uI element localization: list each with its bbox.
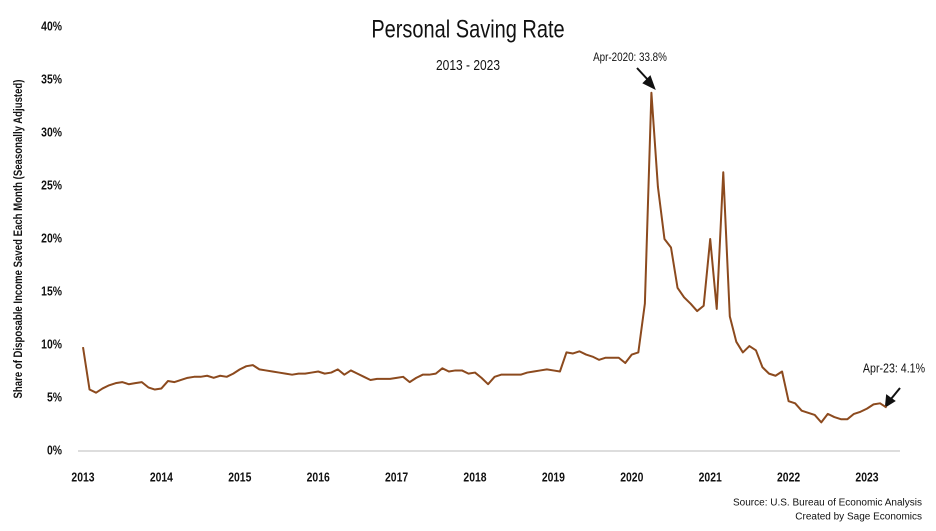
x-tick-label: 2014 bbox=[150, 470, 174, 484]
y-tick-label: 15% bbox=[41, 284, 62, 298]
y-tick-label: 25% bbox=[41, 178, 62, 192]
x-tick-label: 2017 bbox=[385, 470, 409, 484]
y-tick-label: 20% bbox=[41, 231, 62, 245]
arrow-head bbox=[884, 394, 896, 408]
annotation-arrows bbox=[636, 67, 901, 408]
arrow bbox=[890, 387, 901, 400]
chart-title: Personal Saving Rate bbox=[371, 16, 564, 44]
y-tick-label: 5% bbox=[47, 390, 62, 404]
chart-subtitle: 2013 - 2023 bbox=[436, 57, 500, 74]
x-tick-label: 2015 bbox=[228, 470, 252, 484]
x-tick-label: 2013 bbox=[71, 470, 95, 484]
y-tick-label: 40% bbox=[41, 19, 62, 33]
source: Created by Sage Economics bbox=[795, 512, 922, 523]
annotation: Apr-2020: 33.8% bbox=[593, 51, 667, 64]
y-tick-label: 30% bbox=[41, 125, 62, 139]
x-tick-label: 2019 bbox=[542, 470, 566, 484]
y-tick-label: 10% bbox=[41, 337, 62, 351]
data-line bbox=[82, 91, 888, 424]
x-tick-label: 2020 bbox=[620, 470, 644, 484]
y-tick-label: 35% bbox=[41, 72, 62, 86]
y-axis-label: Share of Disposable Income Saved Each Mo… bbox=[12, 79, 25, 398]
x-tick-label: 2021 bbox=[699, 470, 723, 484]
source: Source: U.S. Bureau of Economic Analysis bbox=[733, 498, 922, 509]
y-tick-label: 0% bbox=[47, 443, 62, 457]
x-tick-label: 2023 bbox=[855, 470, 879, 484]
annotation: Apr-23: 4.1% bbox=[863, 360, 926, 375]
x-tick-label: 2022 bbox=[777, 470, 801, 484]
x-tick-label: 2018 bbox=[463, 470, 487, 484]
x-tick-label: 2016 bbox=[307, 470, 331, 484]
arrow-head bbox=[642, 75, 656, 91]
